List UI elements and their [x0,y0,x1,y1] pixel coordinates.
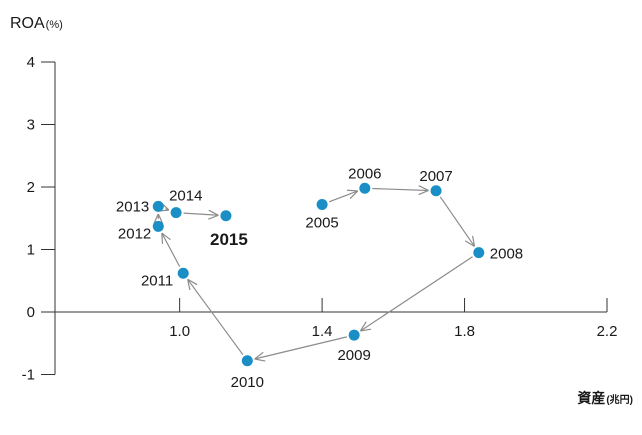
y-tick-label: 0 [27,304,35,321]
point-2006 [359,182,371,194]
x-tick-label: 1.8 [454,323,475,340]
point-2007 [430,185,442,197]
y-tick-label: 4 [27,54,35,71]
point-label-2010: 2010 [231,374,264,391]
point-label-2013: 2013 [116,198,149,215]
arrow-2009-2010 [255,336,347,359]
point-label-2014: 2014 [169,188,202,205]
arrow-2006-2007 [372,189,428,191]
x-axis-label: 資産(兆円) [577,390,633,406]
arrow-2005-2006 [328,191,358,203]
point-label-2006: 2006 [348,165,381,182]
arrow-2007-2008 [439,196,474,247]
point-label-2015: 2015 [210,230,248,249]
point-2012 [152,220,164,232]
arrow-2010-2011 [188,279,244,356]
point-label-2012: 2012 [118,225,151,242]
arrow-2008-2009 [360,256,473,331]
point-label-2007: 2007 [419,168,452,185]
y-tick-label: 3 [27,117,35,134]
point-label-2009: 2009 [337,347,370,364]
x-tick-label: 2.2 [597,323,618,340]
point-2011 [177,267,189,279]
point-2015 [220,210,232,222]
point-2009 [348,329,360,341]
point-2008 [473,247,485,259]
y-tick-label: -1 [22,367,35,384]
point-label-2008: 2008 [490,246,523,263]
point-2014 [170,207,182,219]
y-tick-label: 2 [27,179,35,196]
x-tick-label: 1.0 [169,323,190,340]
point-label-2011: 2011 [141,272,173,289]
point-2013 [152,200,164,212]
arrow-2014-2015 [183,213,219,215]
arrow-2011-2012 [162,233,181,267]
point-2005 [316,199,328,210]
y-tick-label: 1 [27,242,35,259]
point-label-2005: 2005 [305,215,338,232]
y-axis-label: ROA(%) [10,15,63,32]
x-tick-label: 1.4 [312,323,333,340]
point-2010 [241,355,253,367]
arrow-2013-2014 [165,209,169,210]
